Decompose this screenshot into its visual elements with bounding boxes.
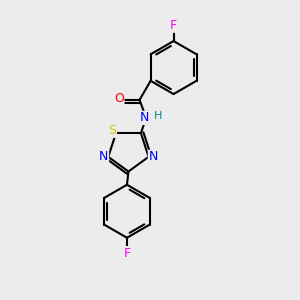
Text: H: H bbox=[154, 111, 163, 122]
Text: N: N bbox=[99, 150, 109, 164]
Text: F: F bbox=[170, 19, 177, 32]
Text: N: N bbox=[140, 111, 149, 124]
Text: N: N bbox=[148, 150, 158, 164]
Text: S: S bbox=[108, 124, 116, 137]
Text: F: F bbox=[123, 247, 130, 260]
Text: O: O bbox=[114, 92, 124, 105]
